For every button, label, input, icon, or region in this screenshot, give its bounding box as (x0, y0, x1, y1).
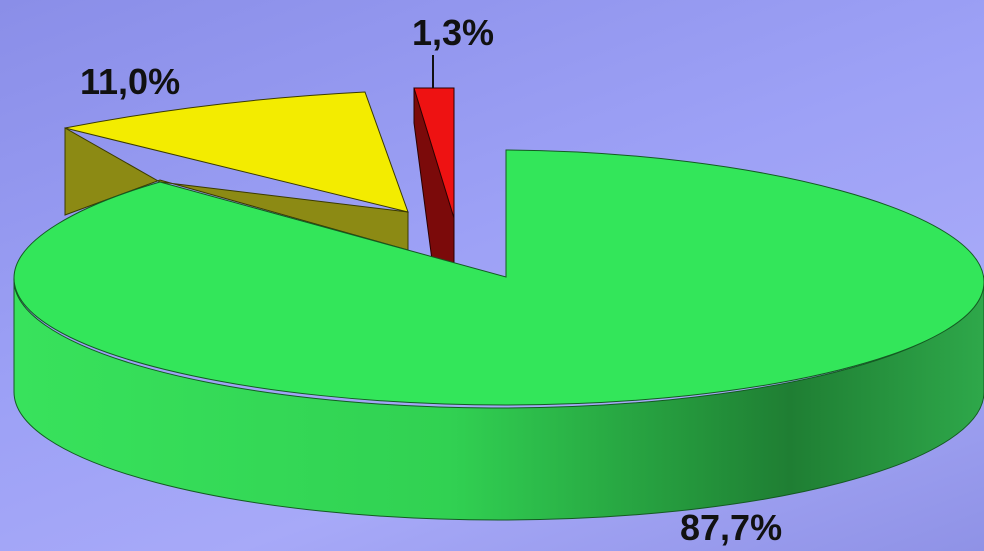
label-red: 1,3% (412, 12, 494, 53)
slice-red (413, 87, 455, 264)
slice-green-top (13, 149, 984, 406)
slice-green (13, 149, 984, 521)
slice-green-side (13, 277, 984, 521)
slice-yellow-top (64, 91, 409, 213)
label-yellow: 11,0% (80, 61, 180, 102)
label-green: 87,7% (680, 507, 782, 548)
